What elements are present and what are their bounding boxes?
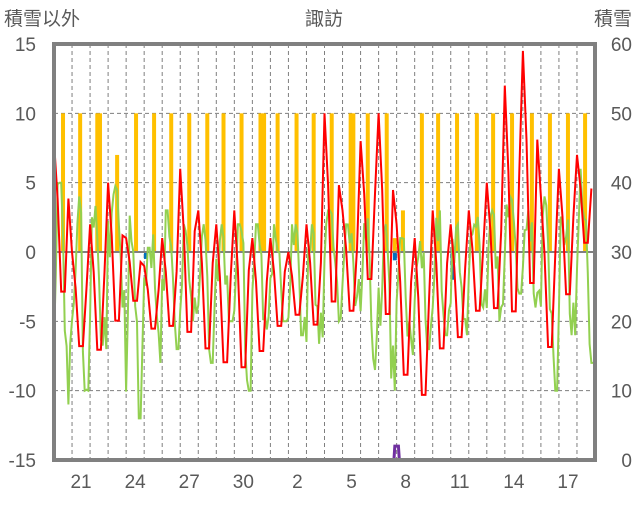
sunshine-bar [95, 113, 100, 252]
sunshine-bar [97, 113, 102, 252]
left-axis-title: 積雪以外 [4, 8, 80, 30]
sunshine-bar [258, 113, 263, 252]
precip-bar [143, 252, 148, 259]
lines-layer [53, 50, 595, 462]
sunshine-bar [436, 113, 441, 252]
sunshine-bar [419, 113, 424, 252]
sunshine-bar [262, 113, 267, 252]
sunshine-bar [583, 113, 588, 252]
right-tick-label: 0 [621, 451, 632, 472]
sunshine-bar [311, 113, 316, 252]
sunshine-bar [491, 113, 496, 252]
sunshine-bar [547, 113, 552, 252]
sunshine-bar [348, 113, 353, 252]
sunshine-bar [61, 113, 66, 252]
x-tick-label: 27 [179, 472, 200, 493]
right-tick-label: 20 [611, 312, 632, 333]
sunshine-bar [205, 113, 210, 252]
sunshine-bar [474, 113, 479, 252]
sunshine-bar [329, 113, 334, 252]
right-tick-label: 40 [611, 174, 632, 195]
sunshine-bar [510, 113, 515, 252]
left-tick-label: 0 [25, 243, 36, 264]
left-tick-label: 10 [15, 104, 36, 125]
left-tick-label: 5 [25, 174, 36, 195]
right-tick-label: 60 [611, 35, 632, 56]
plot-frame [52, 42, 597, 462]
sunshine-bar [275, 113, 280, 252]
x-tick-label: 5 [346, 472, 357, 493]
sunshine-bar [455, 113, 460, 252]
right-tick-label: 10 [611, 382, 632, 403]
other-line [53, 168, 594, 420]
sunshine-bar [169, 113, 174, 252]
sunshine-bar [529, 113, 534, 252]
sunshine-bar [565, 113, 570, 252]
x-tick-label: 17 [557, 472, 578, 493]
right-axis-title: 積雪 [594, 8, 632, 30]
left-tick-label: -5 [19, 312, 36, 333]
sunshine-bar [384, 113, 389, 252]
chart-title: 諏訪 [305, 8, 343, 30]
left-tick-label: 15 [15, 35, 36, 56]
sunshine-bar [78, 113, 83, 252]
sunshine-bar [152, 113, 157, 252]
x-tick-label: 11 [450, 472, 470, 493]
right-tick-label: 50 [611, 104, 632, 125]
precip-bar [392, 252, 397, 261]
left-tick-label: -10 [9, 382, 36, 403]
right-tick-label: 30 [611, 243, 632, 264]
sunshine-bar [392, 238, 397, 252]
sunshine-bar [187, 113, 192, 252]
sunshine-bar [365, 113, 370, 252]
x-tick-label: 30 [233, 472, 254, 493]
x-tick-label: 8 [400, 472, 411, 493]
temperature-line [53, 50, 593, 396]
sunshine-bar [294, 113, 299, 252]
x-tick-label: 2 [292, 472, 303, 493]
sunshine-bar [400, 210, 405, 252]
sunshine-bar [351, 113, 356, 252]
x-tick-label: 14 [503, 472, 525, 493]
sunshine-bar [134, 113, 139, 252]
x-tick-label: 21 [70, 472, 91, 493]
x-tick-label: 24 [125, 472, 147, 493]
sunshine-bar [239, 113, 244, 252]
left-tick-label: -15 [9, 451, 36, 472]
sunshine-bar [221, 113, 226, 252]
